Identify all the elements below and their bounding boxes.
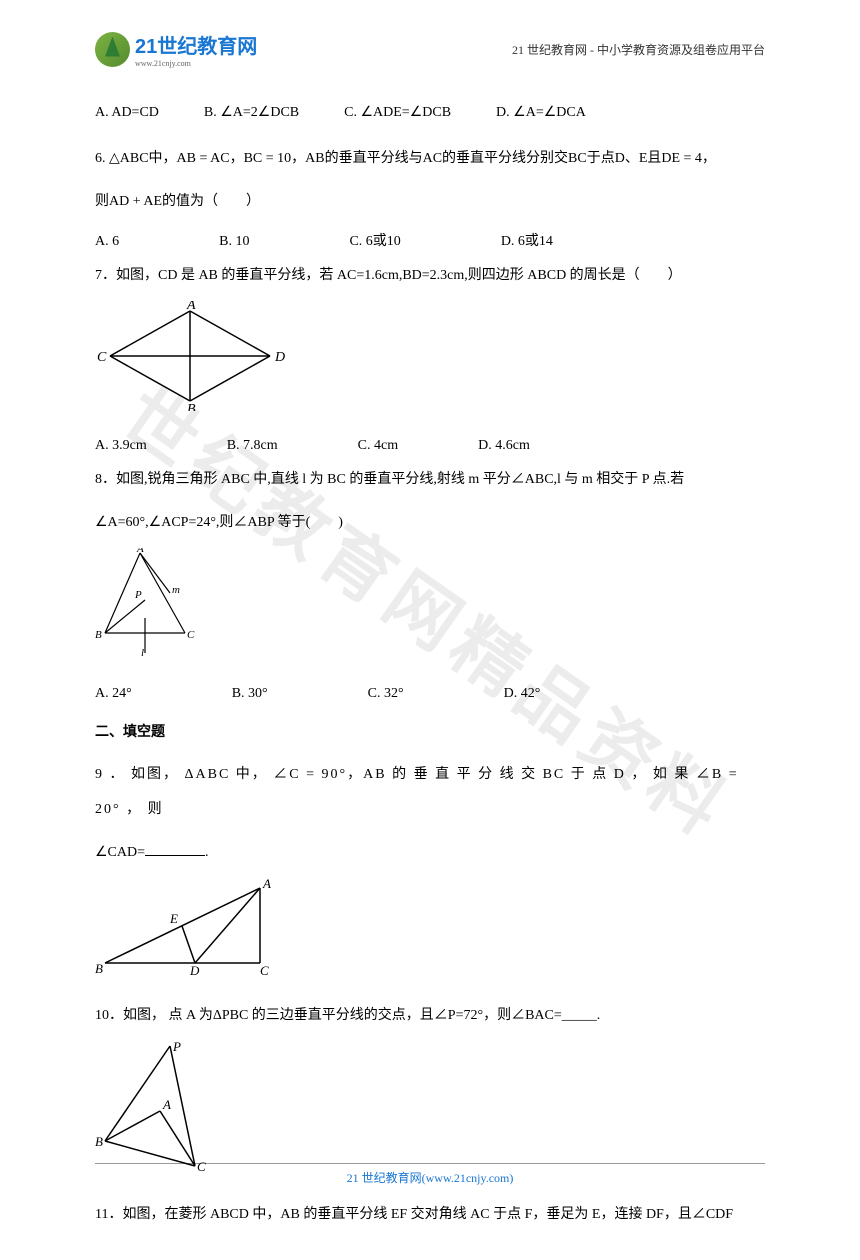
section-2-title: 二、填空题: [95, 718, 765, 749]
q6-text-1: 6. △ABC中，AB = AC，BC = 10，AB的垂直平分线与AC的垂直平…: [95, 141, 765, 176]
q10-text: 10．如图， 点 A 为ΔPBC 的三边垂直平分线的交点，且∠P=72°，则∠B…: [95, 998, 765, 1033]
svg-text:B: B: [187, 402, 196, 411]
option-c: C. 6或10: [349, 227, 400, 258]
page-header: 21世纪教育网 www.21cnjy.com 21 世纪教育网 - 中小学教育资…: [0, 0, 860, 78]
q9-diagram: A B C D E: [95, 878, 765, 991]
svg-text:D: D: [274, 350, 285, 365]
q8-text-1: 8．如图,锐角三角形 ABC 中,直线 l 为 BC 的垂直平分线,射线 m 平…: [95, 462, 765, 497]
svg-text:P: P: [172, 1041, 181, 1054]
svg-text:A: A: [186, 301, 196, 313]
svg-text:A: A: [162, 1097, 171, 1112]
logo-icon: [95, 32, 130, 67]
q8-options: A. 24° B. 30° C. 32° D. 42°: [95, 679, 765, 710]
option-a: A. 24°: [95, 679, 132, 710]
option-a: A. AD=CD: [95, 98, 159, 129]
svg-text:C: C: [97, 350, 107, 365]
q9-suffix: .: [205, 845, 209, 860]
q10-diagram: P B C A: [95, 1041, 765, 1189]
logo-text: 21世纪教育网: [135, 36, 257, 58]
svg-text:B: B: [95, 1134, 103, 1149]
q6-text-2: 则AD + AE的值为（ ）: [95, 184, 765, 219]
q9-text-1: 9 ． 如图， ΔABC 中， ∠C = 90°，AB 的 垂 直 平 分 线 …: [95, 757, 765, 827]
svg-text:D: D: [189, 963, 200, 978]
svg-text:B: B: [95, 629, 102, 641]
q5-options: A. AD=CD B. ∠A=2∠DCB C. ∠ADE=∠DCB D. ∠A=…: [95, 98, 765, 129]
svg-text:m: m: [172, 584, 180, 596]
option-b: B. 7.8cm: [227, 431, 278, 462]
svg-text:A: A: [136, 548, 144, 555]
logo: 21世纪教育网 www.21cnjy.com: [95, 30, 257, 68]
q6-options: A. 6 B. 10 C. 6或10 D. 6或14: [95, 227, 765, 258]
svg-text:A: A: [262, 878, 271, 891]
svg-text:C: C: [260, 963, 269, 978]
option-d: D. 42°: [504, 679, 541, 710]
option-a: A. 3.9cm: [95, 431, 147, 462]
q8-diagram: A B C P m l: [95, 548, 765, 671]
content-area: A. AD=CD B. ∠A=2∠DCB C. ∠ADE=∠DCB D. ∠A=…: [0, 78, 860, 1260]
svg-text:B: B: [95, 961, 103, 976]
option-b: B. 30°: [232, 679, 268, 710]
q9-text-2: ∠CAD=.: [95, 835, 765, 870]
blank: [145, 842, 205, 856]
option-a: A. 6: [95, 227, 119, 258]
header-right-text: 21 世纪教育网 - 中小学教育资源及组卷应用平台: [512, 41, 765, 58]
option-c: C. ∠ADE=∠DCB: [344, 98, 451, 129]
q9-prefix: ∠CAD=: [95, 845, 145, 860]
option-d: D. 4.6cm: [478, 431, 530, 462]
option-c: C. 4cm: [358, 431, 398, 462]
svg-text:C: C: [187, 629, 195, 641]
logo-subtitle: www.21cnjy.com: [135, 59, 257, 68]
q7-diagram: A B C D: [95, 301, 765, 424]
q7-options: A. 3.9cm B. 7.8cm C. 4cm D. 4.6cm: [95, 431, 765, 462]
option-d: D. ∠A=∠DCA: [496, 98, 586, 129]
svg-text:l: l: [141, 647, 144, 658]
option-b: B. ∠A=2∠DCB: [204, 98, 299, 129]
option-b: B. 10: [219, 227, 249, 258]
svg-text:E: E: [169, 911, 178, 926]
option-d: D. 6或14: [501, 227, 553, 258]
q11-text: 11．如图，在菱形 ABCD 中，AB 的垂直平分线 EF 交对角线 AC 于点…: [95, 1197, 765, 1232]
q8-text-2: ∠A=60°,∠ACP=24°,则∠ABP 等于( ): [95, 505, 765, 540]
svg-text:C: C: [197, 1159, 206, 1174]
q7-text: 7．如图，CD 是 AB 的垂直平分线，若 AC=1.6cm,BD=2.3cm,…: [95, 258, 765, 293]
svg-text:P: P: [134, 589, 142, 601]
option-c: C. 32°: [368, 679, 404, 710]
